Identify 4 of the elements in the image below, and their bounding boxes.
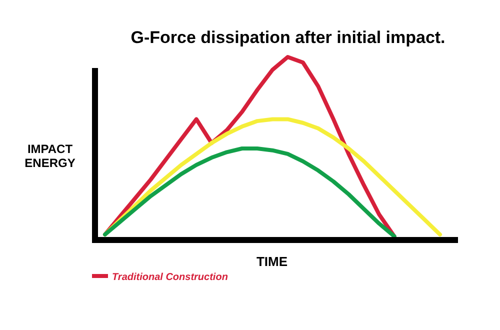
chart-title: G-Force dissipation after initial impact. [130, 28, 446, 47]
y-axis-title: IMPACT ENERGY [24, 142, 76, 170]
x-axis-title: TIME [256, 254, 288, 269]
legend-label: Traditional Construction [112, 272, 228, 283]
